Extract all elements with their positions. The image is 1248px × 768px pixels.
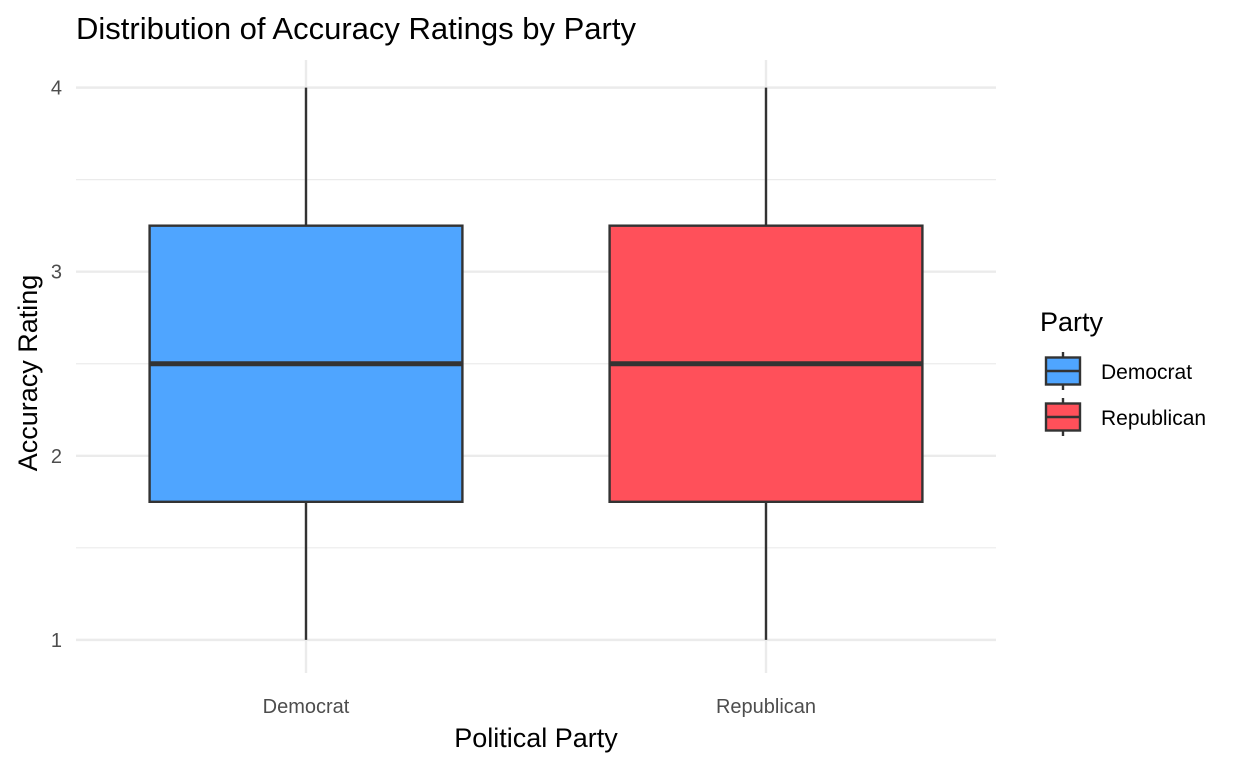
y-tick-label: 2 <box>51 446 62 468</box>
y-tick-label: 3 <box>51 262 62 284</box>
y-tick-label: 1 <box>51 630 62 652</box>
legend-title: Party <box>1040 307 1104 337</box>
box-democrat <box>148 87 464 640</box>
x-tick-label: Democrat <box>263 696 350 718</box>
legend-label: Republican <box>1101 407 1206 430</box>
y-axis-ticks: 1 2 3 4 <box>51 78 62 652</box>
x-tick-label: Republican <box>716 696 816 718</box>
legend-item-democrat: Democrat <box>1044 352 1192 390</box>
x-axis-title: Political Party <box>454 723 618 753</box>
boxes <box>148 87 924 640</box>
x-axis-ticks: Democrat Republican <box>263 696 816 718</box>
y-axis-title: Accuracy Rating <box>13 275 43 472</box>
y-tick-label: 4 <box>51 78 62 100</box>
legend-items: Democrat Republican <box>1044 352 1206 436</box>
legend-label: Democrat <box>1101 361 1192 384</box>
legend-item-republican: Republican <box>1044 398 1206 436</box>
chart-title: Distribution of Accuracy Ratings by Part… <box>76 11 636 46</box>
legend: Party Democrat Republican <box>1040 307 1206 436</box>
box-republican <box>608 87 924 640</box>
